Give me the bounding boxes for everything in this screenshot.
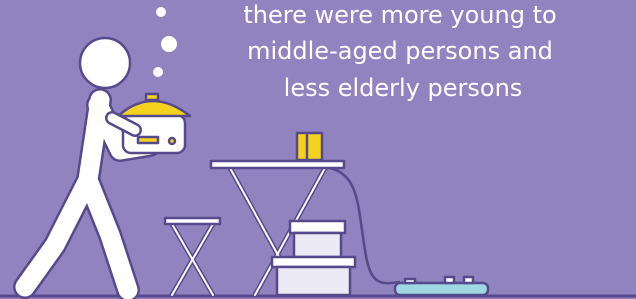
illustration: there were more young to middle-aged per… bbox=[0, 0, 636, 299]
page: there were more young to middle-aged per… bbox=[0, 0, 636, 299]
caption-line: less elderly persons bbox=[284, 74, 523, 102]
caption-line: there were more young to bbox=[243, 1, 556, 29]
yellow-box bbox=[297, 133, 322, 160]
caption-line: middle-aged persons and bbox=[247, 37, 553, 65]
